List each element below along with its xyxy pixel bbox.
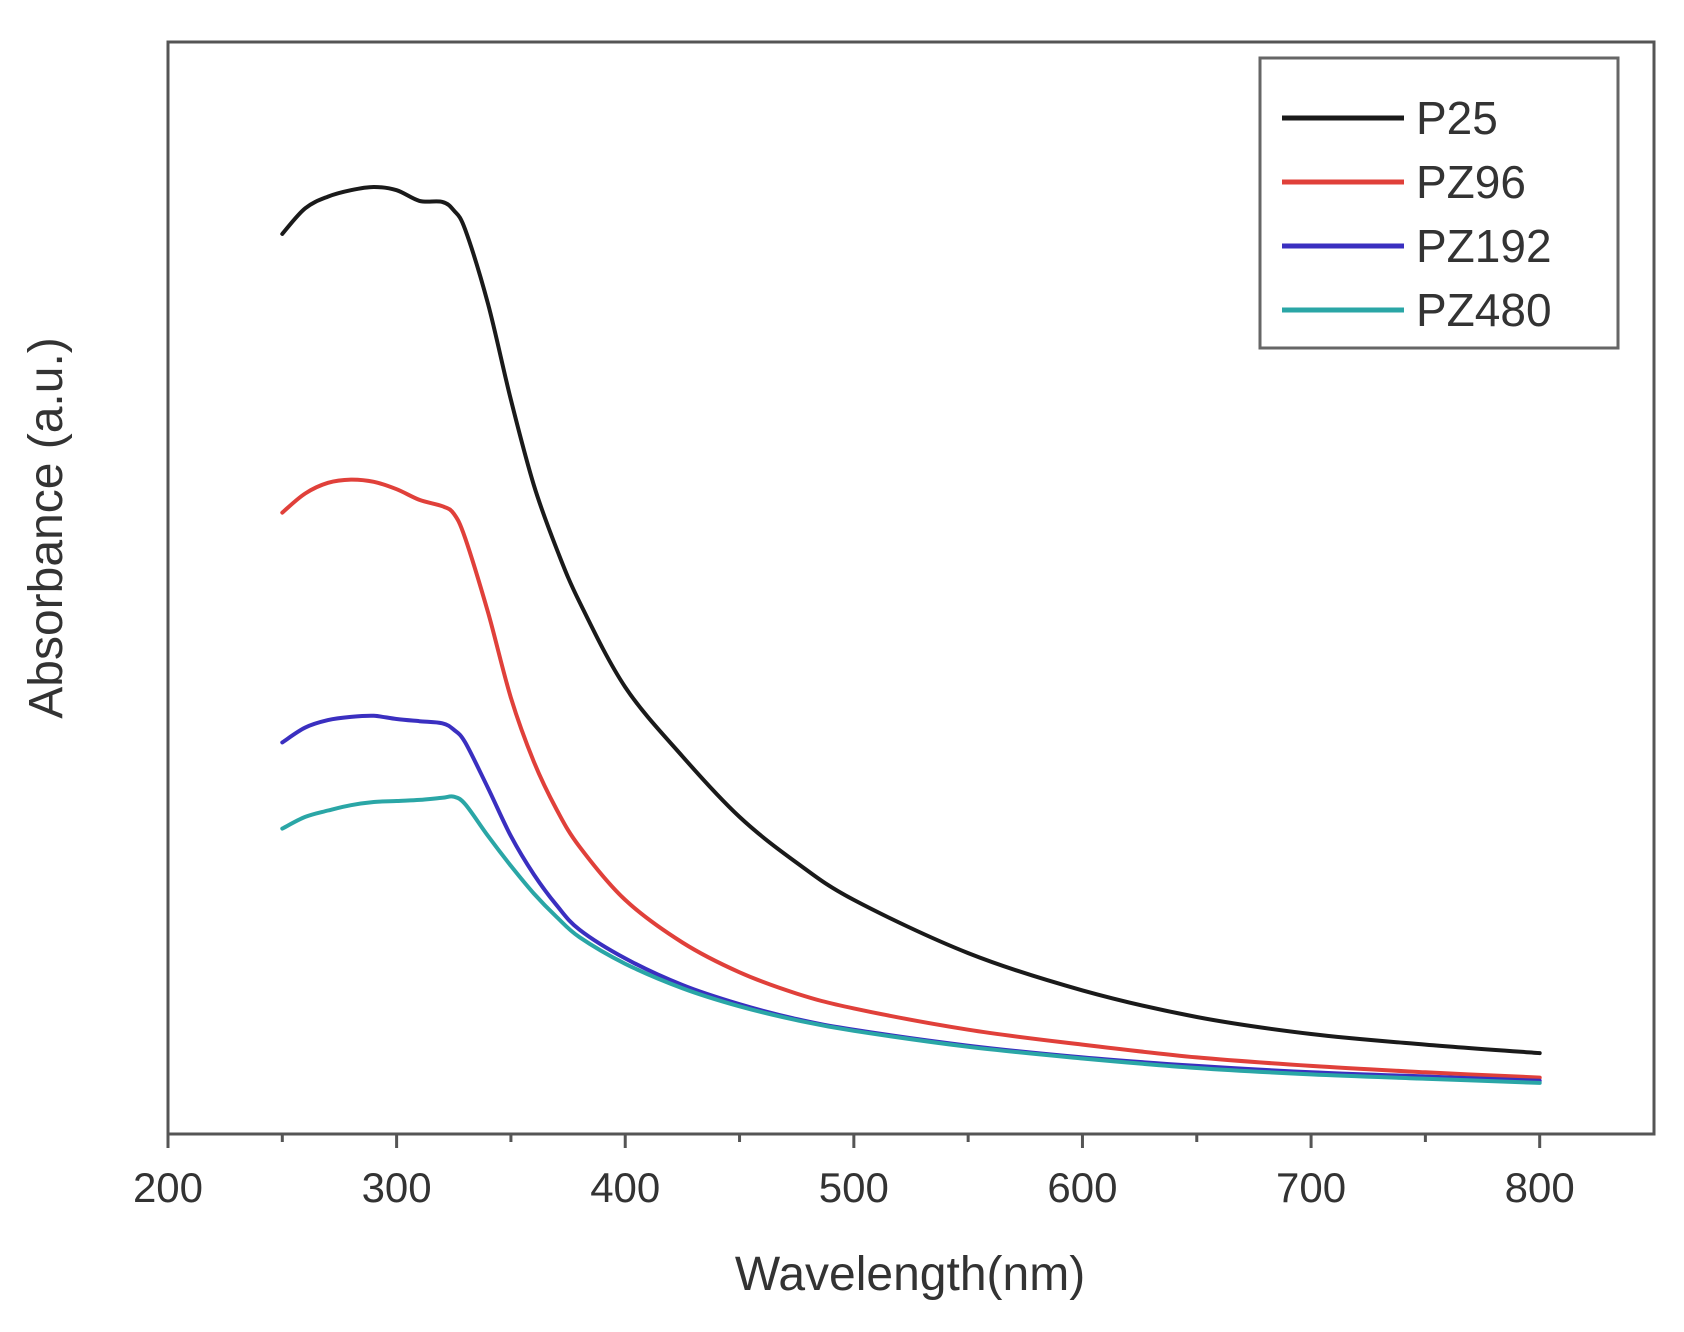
x-tick-label-800: 800: [1505, 1164, 1575, 1211]
x-tick-label-200: 200: [133, 1164, 203, 1211]
x-tick-label-400: 400: [590, 1164, 660, 1211]
legend-label-pz96: PZ96: [1416, 156, 1526, 208]
x-tick-label-700: 700: [1276, 1164, 1346, 1211]
legend-label-pz480: PZ480: [1416, 284, 1552, 336]
legend-box: [1258, 56, 1620, 350]
series-line-p25: [280, 185, 1542, 1056]
x-tick-label-500: 500: [819, 1164, 889, 1211]
series-line-pz96: [280, 477, 1542, 1080]
x-axis-ticks: [166, 1134, 1542, 1148]
y-axis-title: Absorbance (a.u.): [20, 337, 73, 719]
x-axis-title: Wavelength(nm): [735, 1248, 1085, 1301]
x-tick-label-300: 300: [362, 1164, 432, 1211]
legend-label-p25: P25: [1416, 92, 1498, 144]
x-axis-tick-labels: 200 300 400 500 600 700 800: [133, 1164, 1575, 1211]
legend-label-pz192: PZ192: [1416, 220, 1552, 272]
legend: P25 PZ96 PZ192 PZ480: [1258, 56, 1620, 350]
legend-entries: P25 PZ96 PZ192 PZ480: [1282, 92, 1552, 336]
series-lines: [280, 185, 1542, 1085]
x-tick-label-600: 600: [1047, 1164, 1117, 1211]
plot-frame: [166, 40, 1656, 1136]
series-line-pz480: [280, 794, 1542, 1085]
